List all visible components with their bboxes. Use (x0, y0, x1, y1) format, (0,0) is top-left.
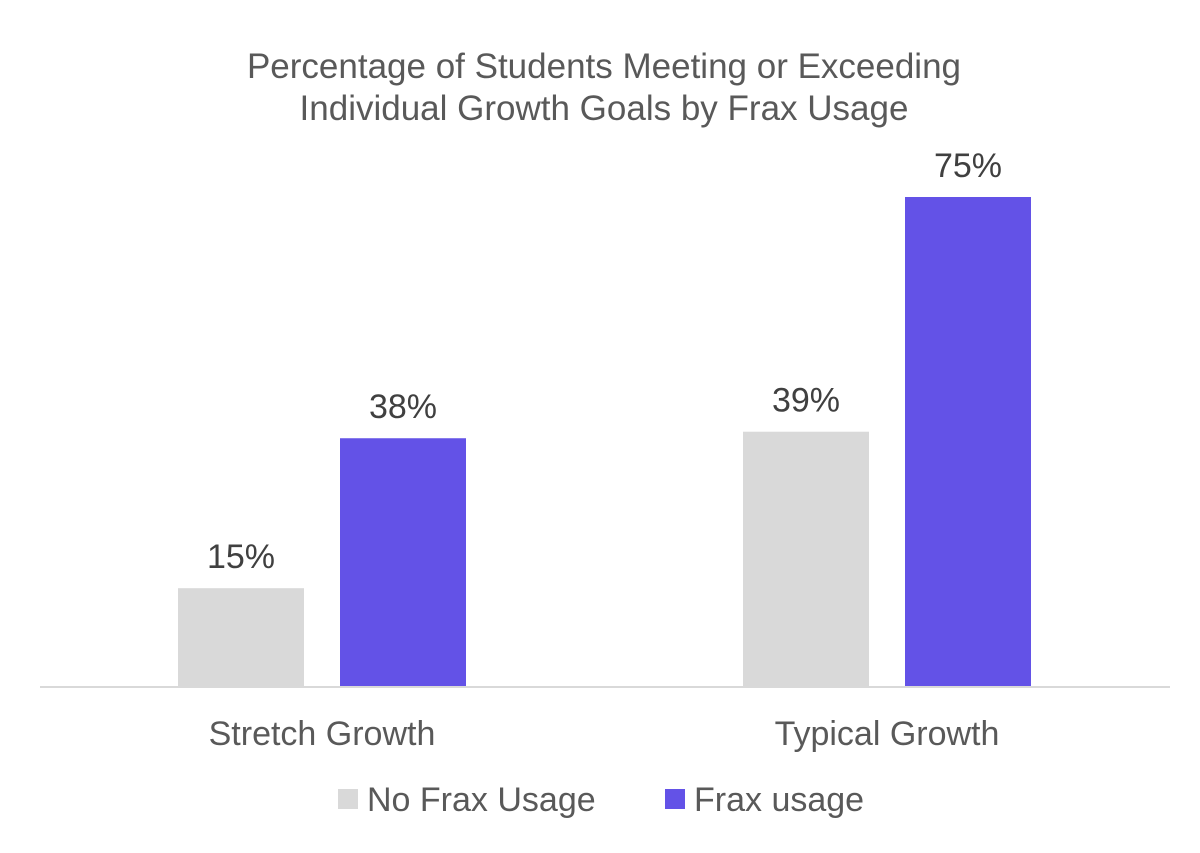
legend-swatch (665, 789, 685, 809)
data-label: 39% (772, 382, 840, 420)
category-labels-layer: Stretch Growth Typical Growth (209, 715, 1000, 753)
legend-label: Frax usage (694, 781, 864, 819)
chart-title-line-2: Individual Growth Goals by Frax Usage (300, 89, 909, 128)
data-labels-layer: 15% 38% 39% 75% (207, 147, 1002, 576)
data-label: 75% (934, 147, 1002, 185)
bar-stretch-growth-no-frax-usage (178, 588, 304, 686)
bar-typical-growth-no-frax-usage (743, 431, 869, 686)
legend-swatch (338, 789, 358, 809)
bar-stretch-growth-frax-usage (340, 438, 466, 686)
chart-title-line-1: Percentage of Students Meeting or Exceed… (247, 47, 961, 86)
bars-layer (178, 197, 1031, 686)
category-label: Stretch Growth (209, 715, 436, 753)
legend: No Frax Usage Frax usage (338, 781, 864, 819)
bar-typical-growth-frax-usage (905, 197, 1031, 686)
category-label: Typical Growth (775, 715, 1000, 753)
data-label: 15% (207, 538, 275, 576)
data-label: 38% (369, 388, 437, 426)
legend-label: No Frax Usage (367, 781, 596, 819)
